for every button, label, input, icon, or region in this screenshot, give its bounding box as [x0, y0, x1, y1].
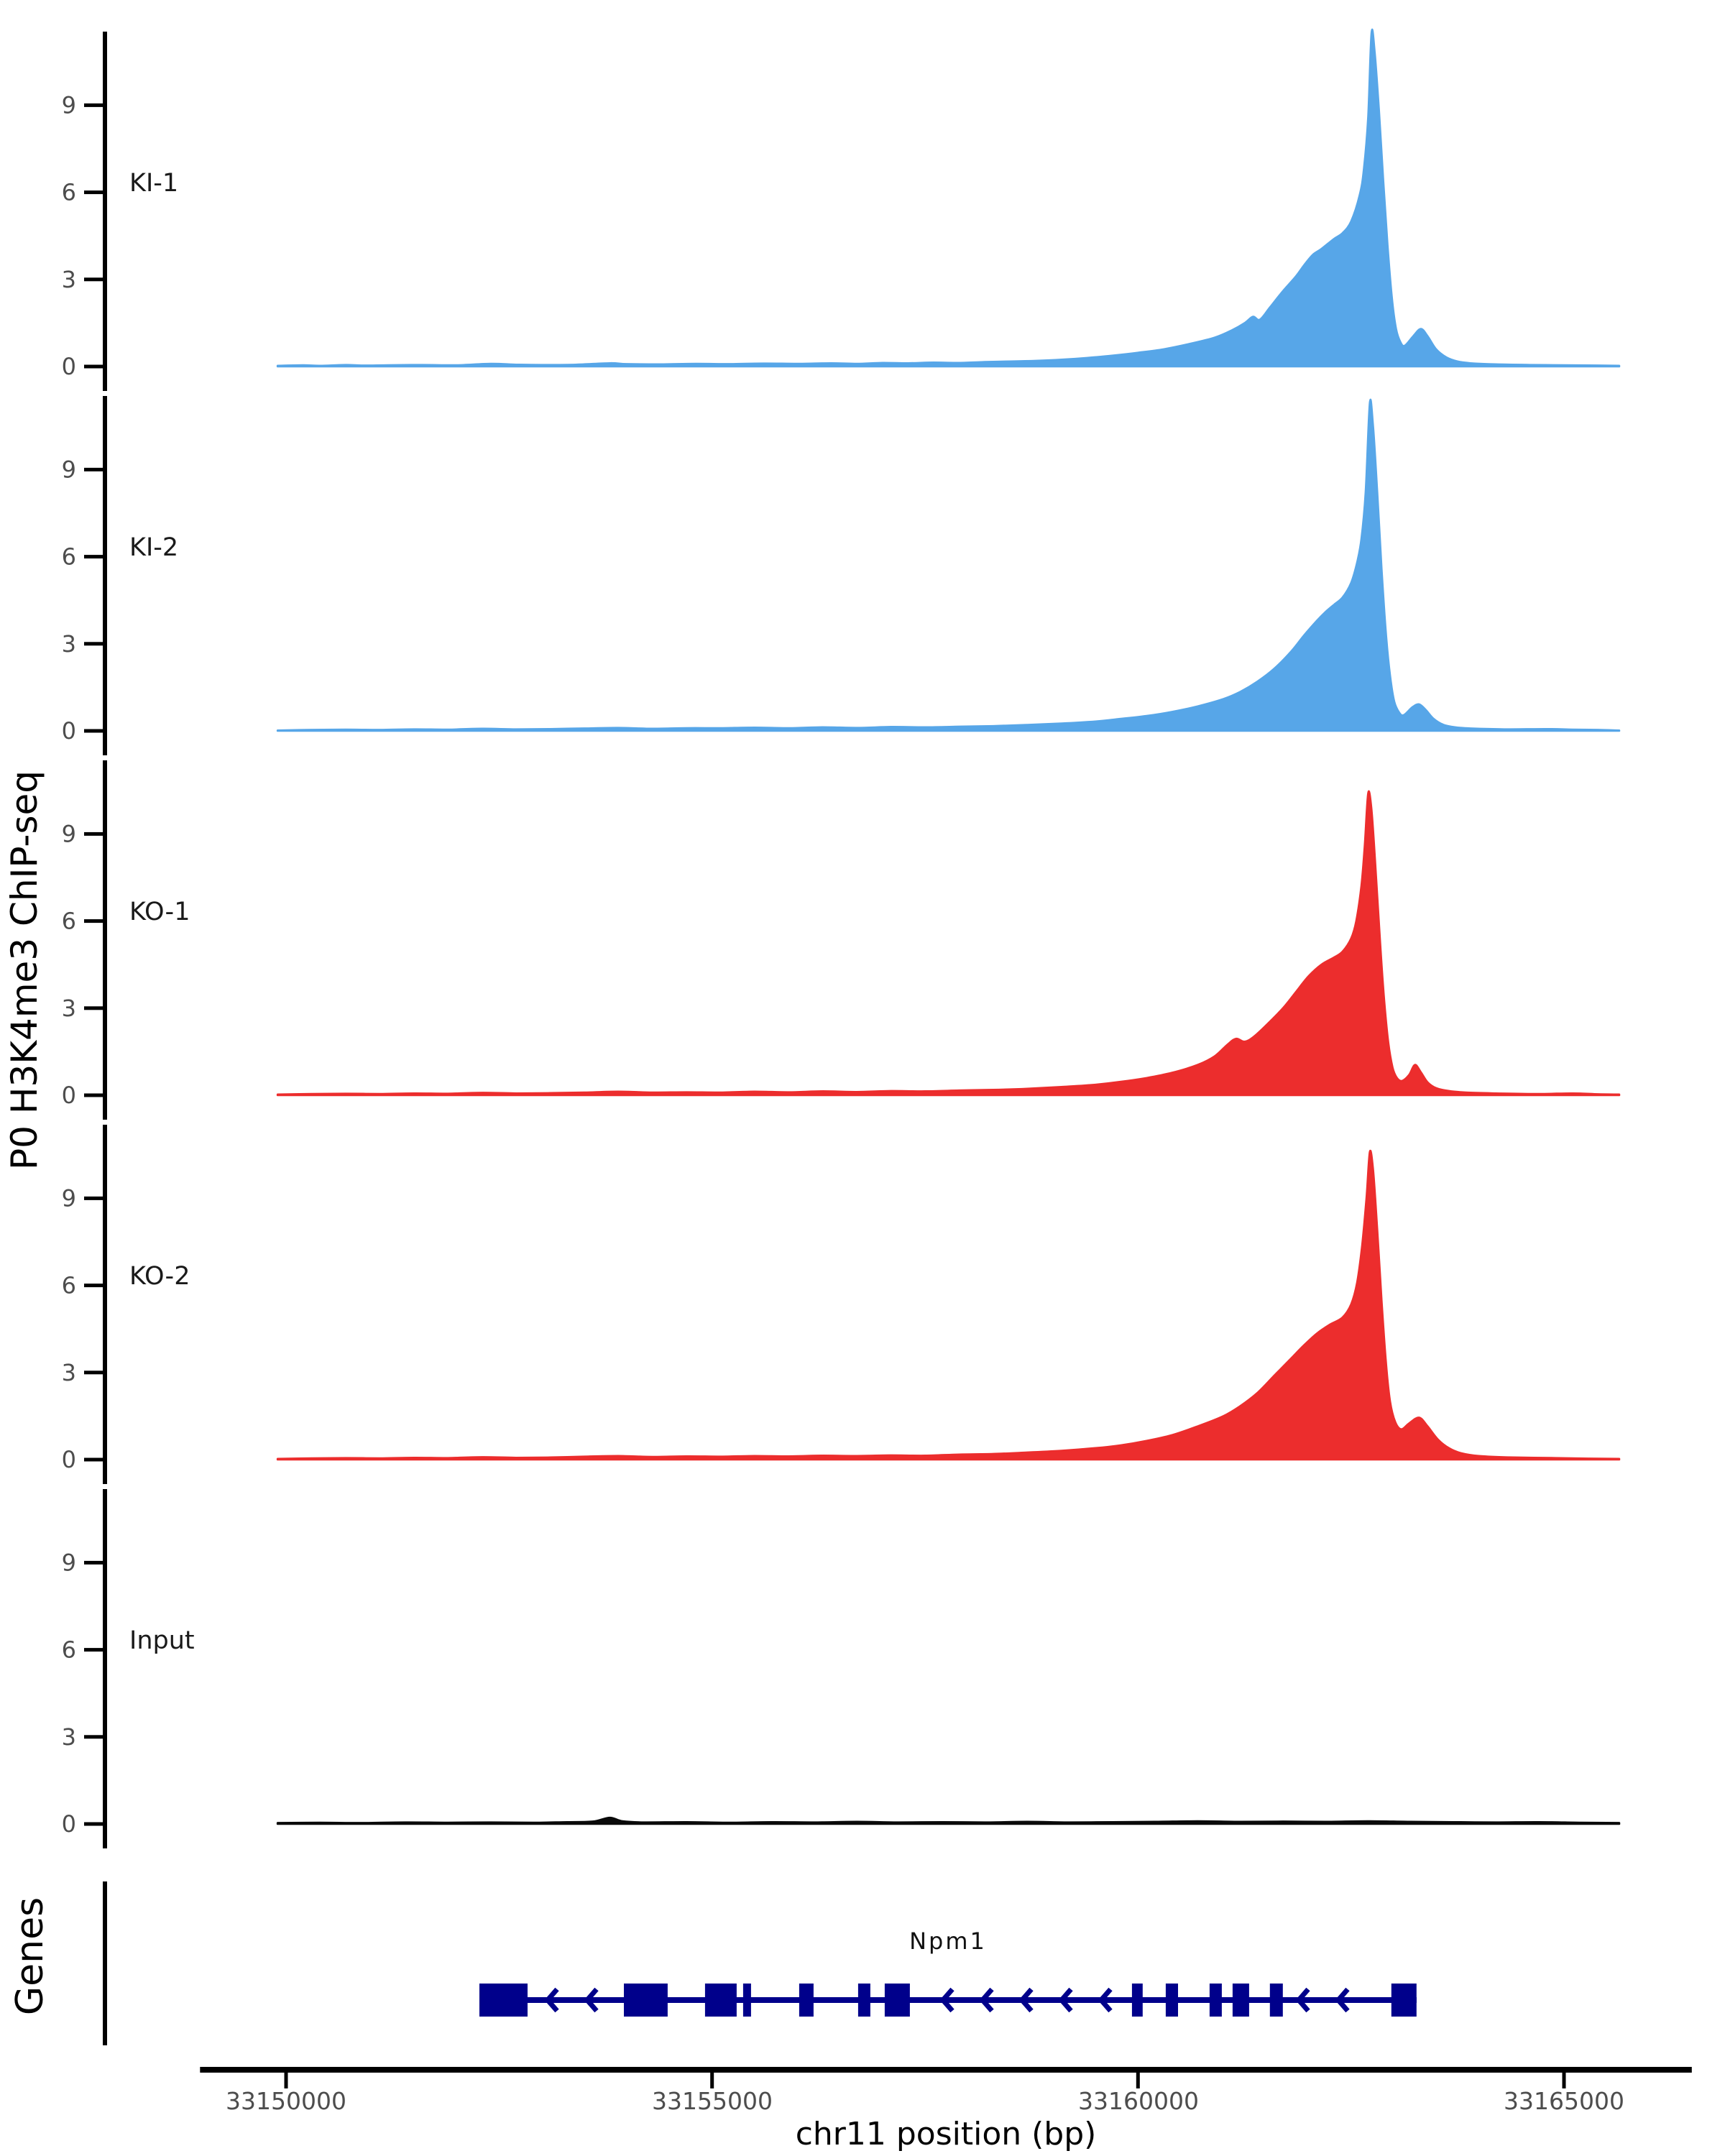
- track-label-ki-2: KI-2: [129, 533, 179, 562]
- y-axis-line-track-4: [103, 1125, 107, 1484]
- gene-name-label: Npm1: [909, 1927, 987, 1955]
- gene-strand-arrow: [939, 1987, 954, 2013]
- y-tick-track-1-9: [84, 103, 103, 107]
- y-tick-label-track-1-3: 3: [62, 266, 76, 293]
- y-tick-track-5-9: [84, 1560, 103, 1565]
- gene-exon-3: [704, 1984, 737, 2017]
- x-tick-33165000: [1562, 2073, 1566, 2088]
- gene-strand-arrow: [1335, 1987, 1350, 2013]
- y-tick-track-2-9: [84, 467, 103, 471]
- y-tick-label-track-3-3: 3: [62, 995, 76, 1022]
- y-tick-track-5-6: [84, 1648, 103, 1652]
- gene-strand-arrow: [1098, 1987, 1113, 2013]
- y-tick-track-4-9: [84, 1196, 103, 1200]
- x-axis-line: [200, 2067, 1692, 2073]
- y-axis-title: P0 H3K4me3 ChIP-seq: [4, 770, 45, 1171]
- y-tick-label-track-1-0: 0: [62, 353, 76, 380]
- y-tick-track-1-0: [84, 364, 103, 369]
- y-tick-track-1-3: [84, 277, 103, 282]
- y-tick-label-track-5-6: 6: [62, 1636, 76, 1664]
- y-tick-track-5-3: [84, 1735, 103, 1739]
- x-tick-33160000: [1136, 2073, 1140, 2088]
- gene-exon-10: [1209, 1984, 1222, 2017]
- y-tick-label-track-1-6: 6: [62, 179, 76, 206]
- gene-exon-13: [1391, 1984, 1417, 2017]
- y-tick-label-track-4-9: 9: [62, 1184, 76, 1212]
- coverage-area-input: [276, 1816, 1621, 1825]
- y-tick-label-track-2-0: 0: [62, 717, 76, 745]
- x-tick-label-33150000: 33150000: [226, 2087, 346, 2115]
- y-axis-line-track-5: [103, 1489, 107, 1848]
- y-tick-track-4-0: [84, 1457, 103, 1462]
- y-tick-track-3-0: [84, 1093, 103, 1097]
- y-tick-track-3-6: [84, 919, 103, 923]
- track-label-input: Input: [129, 1626, 195, 1655]
- y-tick-track-3-9: [84, 831, 103, 836]
- y-tick-track-4-3: [84, 1370, 103, 1375]
- x-tick-label-33165000: 33165000: [1504, 2087, 1624, 2115]
- gene-exon-5: [799, 1984, 814, 2017]
- y-tick-label-track-3-9: 9: [62, 820, 76, 847]
- genes-panel-title: Genes: [9, 1897, 52, 2016]
- y-tick-track-2-3: [84, 642, 103, 646]
- gene-exon-11: [1232, 1984, 1249, 2017]
- gene-exon-9: [1165, 1984, 1178, 2017]
- y-axis-line-track-2: [103, 396, 107, 755]
- x-tick-33155000: [710, 2073, 714, 2088]
- gene-exon-6: [857, 1984, 870, 2017]
- y-tick-label-track-2-3: 3: [62, 630, 76, 658]
- y-tick-label-track-5-3: 3: [62, 1723, 76, 1751]
- coverage-area-ki-2: [276, 398, 1621, 732]
- coverage-area-ko-1: [276, 790, 1621, 1097]
- gene-exon-4: [742, 1984, 751, 2017]
- gene-intron-line: [479, 1997, 1417, 2003]
- x-tick-label-33160000: 33160000: [1078, 2087, 1199, 2115]
- genes-axis-line: [103, 1881, 107, 2045]
- gene-exon-1: [479, 1984, 528, 2017]
- gene-exon-8: [1131, 1984, 1143, 2017]
- y-tick-label-track-5-9: 9: [62, 1549, 76, 1576]
- gene-strand-arrow: [1295, 1987, 1310, 2013]
- y-tick-track-2-6: [84, 555, 103, 559]
- x-tick-33150000: [284, 2073, 288, 2088]
- gene-exon-7: [884, 1984, 910, 2017]
- y-tick-track-1-6: [84, 190, 103, 195]
- coverage-area-ki-1: [276, 28, 1621, 368]
- y-tick-track-4-6: [84, 1284, 103, 1288]
- y-tick-label-track-3-0: 0: [62, 1082, 76, 1109]
- y-tick-label-track-4-3: 3: [62, 1359, 76, 1386]
- y-tick-label-track-3-6: 6: [62, 908, 76, 935]
- track-label-ko-2: KO-2: [129, 1262, 190, 1291]
- track-label-ki-1: KI-1: [129, 169, 179, 198]
- y-axis-line-track-3: [103, 760, 107, 1120]
- y-tick-label-track-1-9: 9: [62, 91, 76, 119]
- y-tick-track-3-3: [84, 1006, 103, 1010]
- gene-strand-arrow: [544, 1987, 559, 2013]
- y-tick-label-track-5-0: 0: [62, 1810, 76, 1838]
- y-tick-label-track-2-9: 9: [62, 456, 76, 483]
- y-tick-label-track-2-6: 6: [62, 543, 76, 571]
- gene-strand-arrow: [979, 1987, 994, 2013]
- x-tick-label-33155000: 33155000: [652, 2087, 773, 2115]
- y-tick-track-5-0: [84, 1822, 103, 1826]
- gene-exon-2: [624, 1984, 668, 2017]
- y-tick-label-track-4-0: 0: [62, 1446, 76, 1473]
- coverage-area-ko-2: [276, 1149, 1621, 1461]
- y-axis-line-track-1: [103, 32, 107, 391]
- gene-strand-arrow: [584, 1987, 599, 2013]
- y-tick-label-track-4-6: 6: [62, 1272, 76, 1299]
- x-axis-title: chr11 position (bp): [795, 2116, 1097, 2152]
- gene-strand-arrow: [1058, 1987, 1073, 2013]
- track-label-ko-1: KO-1: [129, 898, 190, 926]
- gene-strand-arrow: [1018, 1987, 1034, 2013]
- y-tick-track-2-0: [84, 729, 103, 733]
- gene-exon-12: [1269, 1984, 1283, 2017]
